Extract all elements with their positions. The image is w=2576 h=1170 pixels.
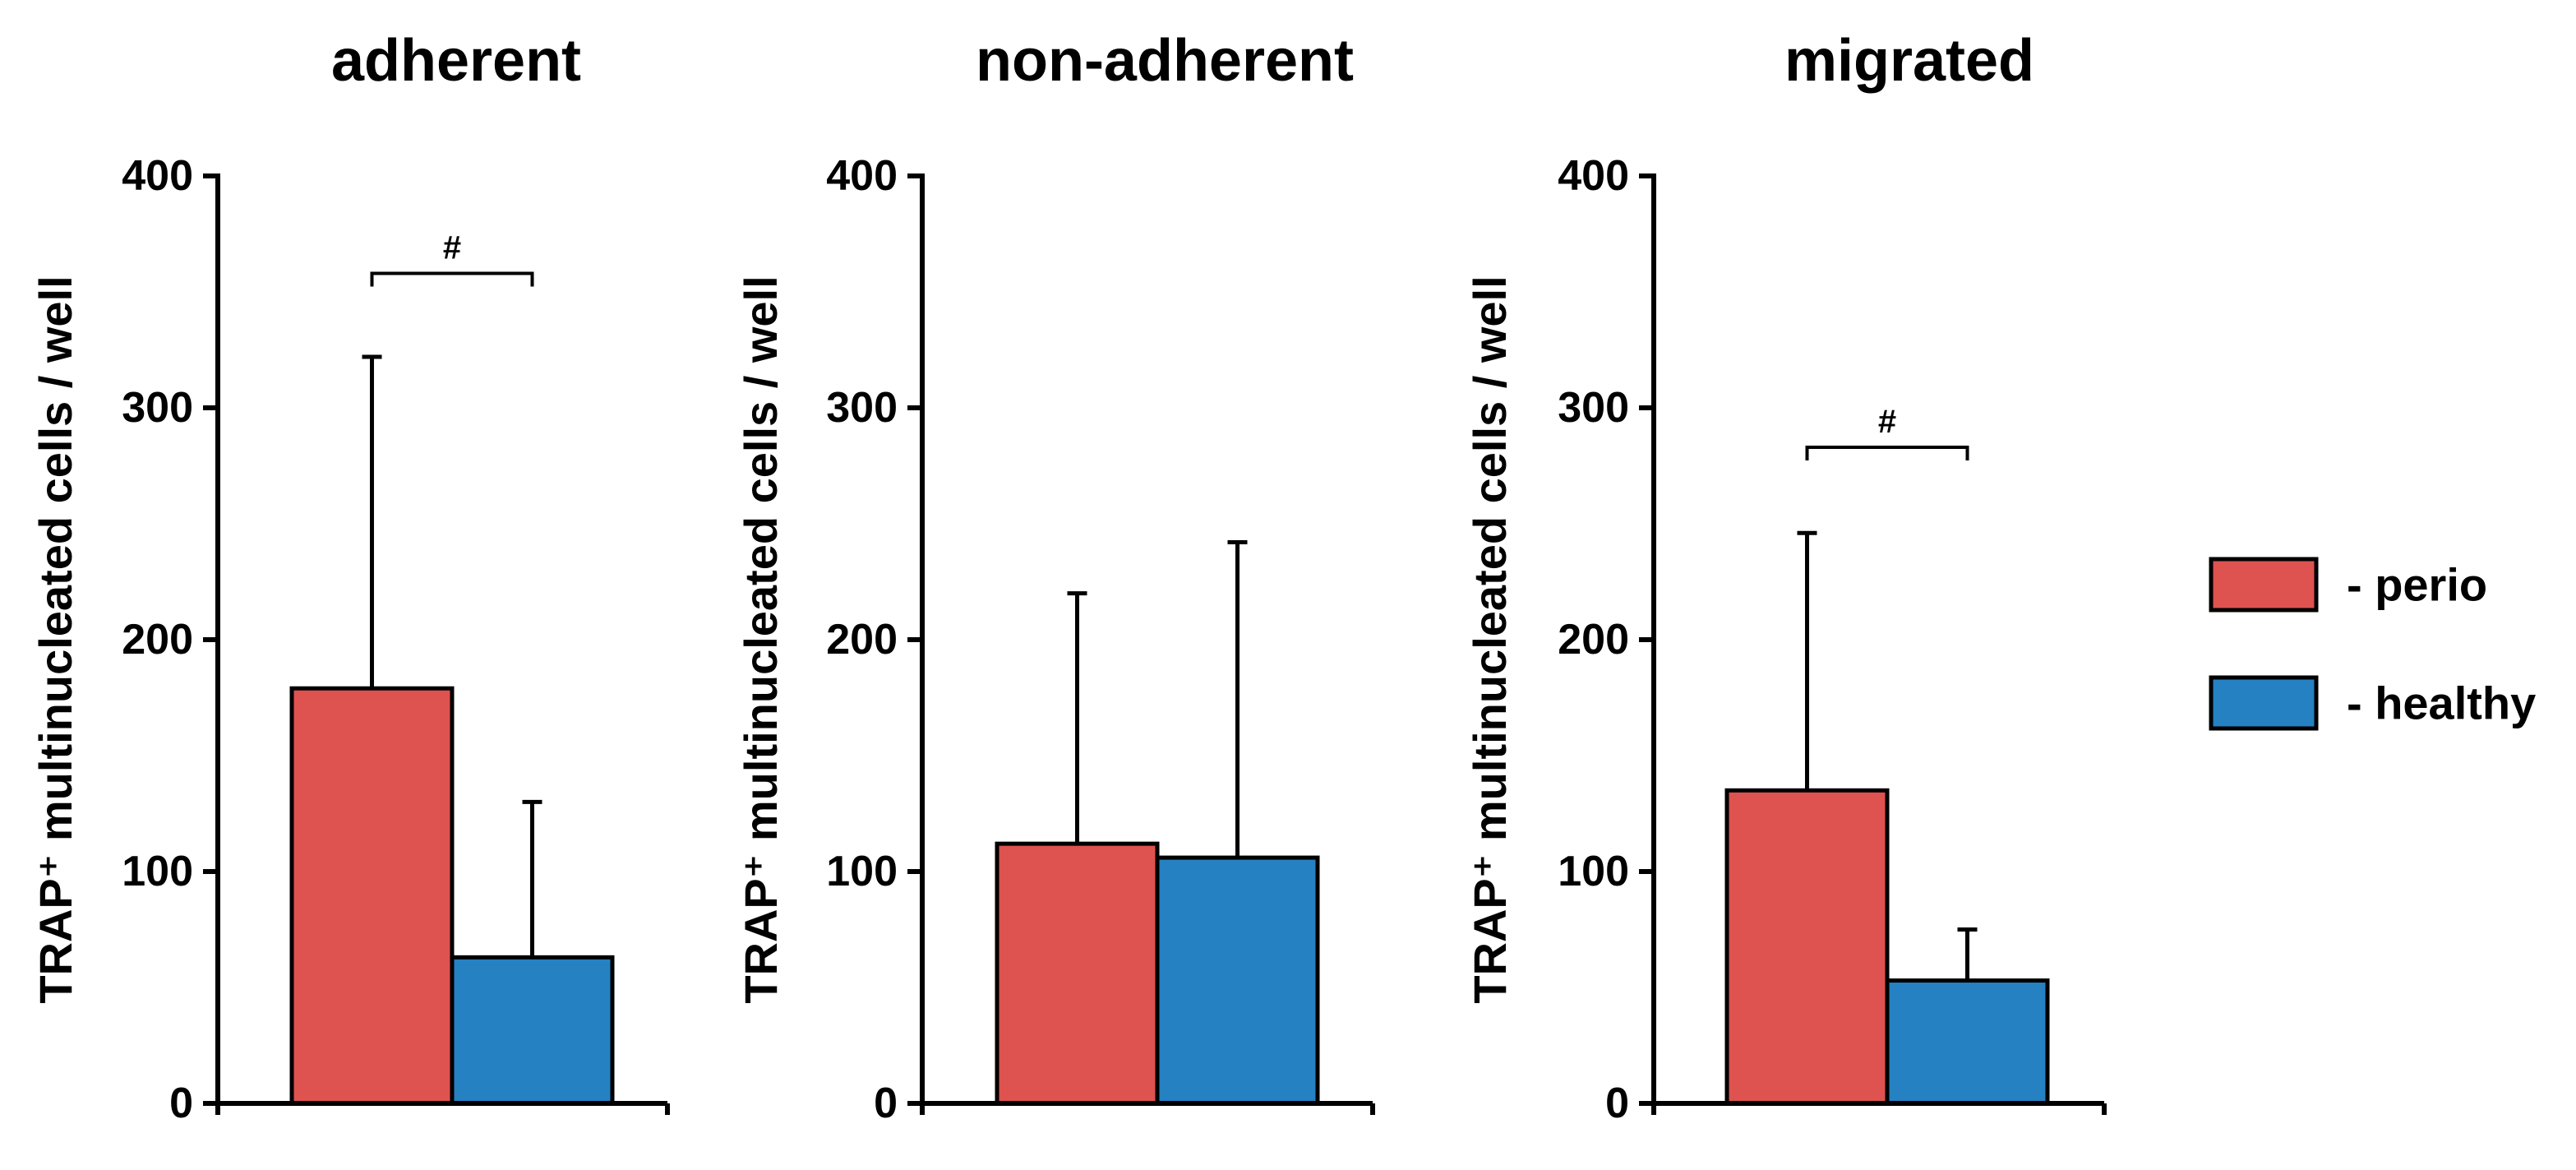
y-tick-label: 300 — [1558, 384, 1629, 432]
y-tick-label: 400 — [826, 152, 898, 200]
bar-healthy — [450, 955, 615, 1106]
panel-title: migrated — [1784, 28, 2034, 94]
y-axis-label: TRAP⁺ multinucleated cells / well — [30, 275, 81, 1003]
y-tick-label: 100 — [1558, 848, 1629, 895]
error-bar — [1797, 530, 1817, 791]
legend-item: - perio — [2209, 557, 2487, 613]
error-bar — [1067, 591, 1087, 844]
legend-item: - healthy — [2209, 675, 2536, 731]
significance-label: # — [1878, 404, 1896, 440]
y-tick-label: 300 — [826, 384, 898, 432]
y-axis-label: TRAP⁺ multinucleated cells / well — [735, 275, 787, 1003]
legend-label: - healthy — [2347, 677, 2536, 729]
y-tick-label: 0 — [169, 1080, 193, 1127]
error-bar — [1227, 540, 1248, 858]
y-tick-label: 0 — [1605, 1080, 1629, 1127]
y-tick-label: 400 — [122, 152, 193, 200]
significance-bracket: # — [1805, 404, 1969, 460]
panel-title: adherent — [331, 28, 581, 94]
chart-panel-1: adherent TRAP⁺ multinucleated cells / wel… — [30, 28, 670, 1127]
error-bar — [362, 354, 382, 689]
y-tick-label: 200 — [826, 616, 898, 664]
chart-panels: adherent TRAP⁺ multinucleated cells / wel… — [30, 28, 2107, 1127]
legend-label: - perio — [2347, 559, 2487, 611]
y-tick-label: 100 — [122, 848, 193, 895]
chart-panel-3: migrated TRAP⁺ multinucleated cells / wel… — [1464, 28, 2107, 1127]
y-tick-label: 100 — [826, 848, 898, 895]
bar-healthy — [1885, 978, 2050, 1106]
bar-perio — [1724, 788, 1890, 1106]
y-tick-label: 300 — [122, 384, 193, 432]
y-tick-label: 0 — [874, 1080, 898, 1127]
significance-bracket: # — [370, 229, 534, 287]
legend: - perio - healthy — [2209, 557, 2536, 731]
error-bar — [1957, 927, 1978, 981]
y-tick-label: 200 — [1558, 616, 1629, 664]
error-bar — [522, 799, 542, 958]
bar-perio — [289, 686, 455, 1106]
panel-title: non-adherent — [976, 28, 1354, 94]
y-tick-label: 400 — [1558, 152, 1629, 200]
legend-swatch — [2209, 675, 2319, 731]
legend-swatch — [2209, 557, 2319, 613]
chart-panel-2: non-adherent TRAP⁺ multinucleated cells /… — [735, 28, 1375, 1127]
bar-healthy — [1155, 855, 1320, 1106]
bar-perio — [995, 841, 1160, 1106]
y-tick-label: 200 — [122, 616, 193, 664]
significance-label: # — [443, 229, 461, 266]
y-axis-label: TRAP⁺ multinucleated cells / well — [1464, 275, 1516, 1003]
